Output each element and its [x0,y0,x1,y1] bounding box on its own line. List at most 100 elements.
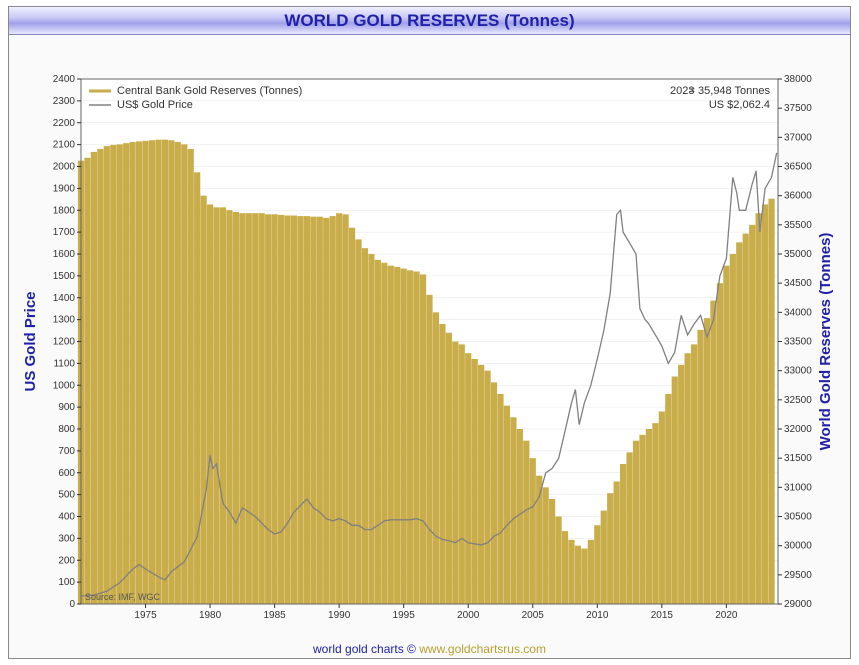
bar [639,435,645,604]
bar [117,144,123,604]
bar [355,239,361,604]
chart-body: 0100200300400500600700800900100011001200… [9,35,850,640]
bar [401,269,407,604]
y-right-label: World Gold Reserves (Tonnes) [817,233,834,451]
bar [317,217,323,604]
ytick-left: 100 [58,577,75,588]
ytick-right: 32000 [784,424,812,435]
ytick-left: 2200 [53,118,76,129]
bar [310,217,316,604]
ytick-right: 29500 [784,570,812,581]
bar [594,525,600,604]
bar [375,260,381,604]
bar [155,140,161,604]
bar [717,283,723,604]
xtick: 1995 [393,610,416,621]
bar [743,234,749,604]
ytick-left: 1900 [53,183,76,194]
bar [575,546,581,604]
xtick: 2015 [651,610,674,621]
footer-credit: world gold charts © [313,642,416,656]
ytick-left: 1800 [53,205,76,216]
bar [239,213,245,604]
bar [142,141,148,604]
bar [381,263,387,604]
bar [491,382,497,604]
bar [472,359,478,604]
bar [104,146,110,604]
ytick-left: 200 [58,555,75,566]
bar [213,207,219,604]
ytick-left: 500 [58,490,75,501]
ytick-left: 900 [58,402,75,413]
ytick-left: 600 [58,468,75,479]
ytick-right: 35500 [784,220,812,231]
ytick-right: 38000 [784,74,812,85]
ytick-left: 0 [69,599,75,610]
ytick-left: 1700 [53,227,76,238]
bar [762,204,768,604]
chart-frame: WORLD GOLD RESERVES (Tonnes) 01002003004… [8,6,851,659]
bar [130,142,136,604]
bar [504,406,510,604]
ytick-left: 1400 [53,293,76,304]
bar [181,144,187,604]
bar [226,210,232,604]
ytick-left: 2300 [53,96,76,107]
ytick-left: 2000 [53,162,76,173]
bar [523,441,529,604]
bar [601,511,607,604]
bar [459,344,465,604]
xtick: 1985 [263,610,286,621]
bar [465,353,471,604]
bar [91,152,97,604]
bar [646,429,652,604]
bar [304,216,310,604]
bar [123,143,129,604]
bar [768,199,774,604]
bar [665,394,671,604]
bar [756,213,762,604]
bar [530,458,536,604]
bar [252,213,258,604]
ytick-right: 31000 [784,482,812,493]
callout-price: US $2,062.4 [709,99,770,111]
bar [136,141,142,604]
bar [620,464,626,604]
bar [652,423,658,604]
bar [710,301,716,604]
bar [162,140,168,604]
ytick-right: 36500 [784,162,812,173]
ytick-right: 36000 [784,191,812,202]
bar [659,412,665,605]
bar [568,540,574,604]
bar [633,441,639,604]
ytick-right: 33000 [784,366,812,377]
bar [220,207,226,604]
bar [555,517,561,605]
xtick: 2020 [715,610,738,621]
bar [175,142,181,604]
footer-url: www.goldchartsrus.com [419,642,546,656]
bar [420,274,426,604]
bar [407,270,413,604]
ytick-right: 37000 [784,132,812,143]
bar [562,531,568,604]
bar [426,295,432,604]
bar [388,266,394,604]
bar [188,149,194,604]
bar [207,204,213,604]
bar [368,254,374,604]
bar [265,214,271,604]
ytick-left: 1600 [53,249,76,260]
bar [291,216,297,605]
bar [581,549,587,604]
bar [284,216,290,605]
bar [330,216,336,604]
bar [439,324,445,604]
bar [685,353,691,604]
xtick: 2010 [586,610,609,621]
ytick-left: 800 [58,424,75,435]
chart-title: WORLD GOLD RESERVES (Tonnes) [9,7,850,35]
y-left-label: US Gold Price [22,291,39,391]
